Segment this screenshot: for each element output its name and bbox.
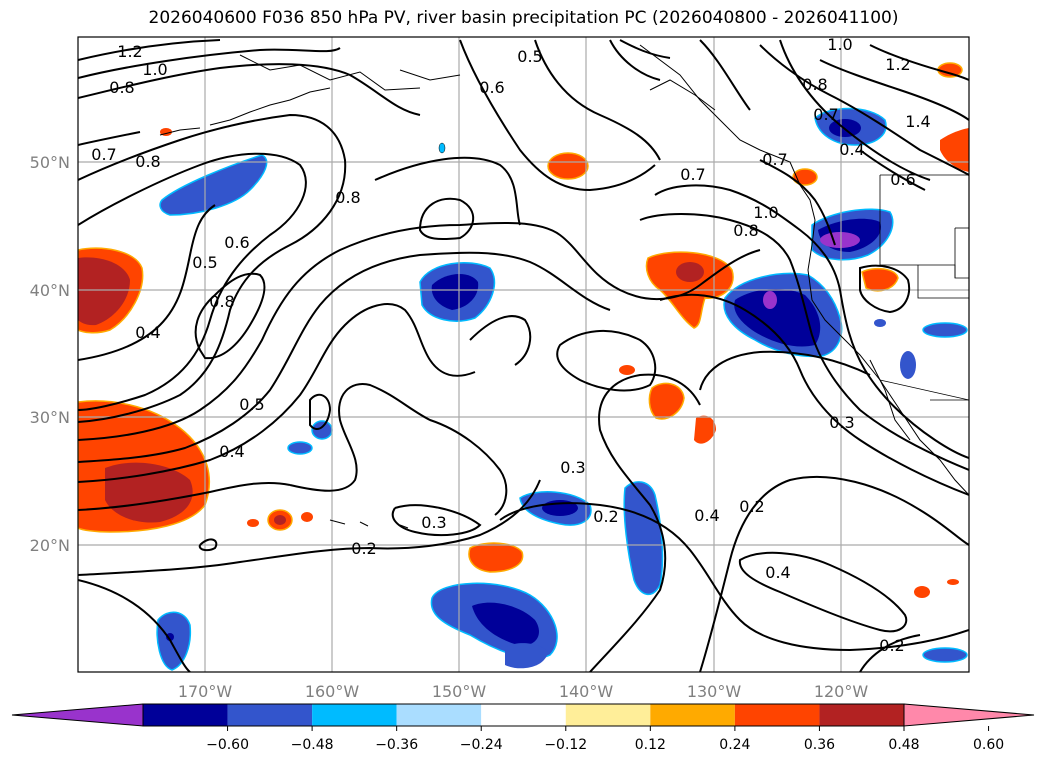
- latitude-labels: 50°N 40°N 30°N 20°N: [30, 153, 70, 555]
- contour-label: 0.2: [879, 636, 904, 655]
- contour-label: 0.7: [762, 150, 787, 169]
- colorbar-segment: [734, 704, 820, 726]
- contour-label: 1.0: [142, 60, 167, 79]
- contour-label: 0.7: [91, 145, 116, 164]
- colorbar-label: −0.36: [375, 737, 418, 753]
- contour-label: 0.3: [421, 513, 446, 532]
- colorbar-label: 0.12: [635, 737, 666, 753]
- colorbar-extend-low: [11, 703, 144, 727]
- borders: [879, 174, 969, 401]
- colorbar-segment: [227, 704, 313, 726]
- longitude-labels: 170°W 160°W 150°W 140°W 130°W 120°W: [178, 682, 869, 701]
- precip-negative-fills: [156, 107, 968, 671]
- contour-label: 0.6: [890, 170, 915, 189]
- lat-label: 40°N: [30, 281, 70, 300]
- colorbar-label: −0.60: [206, 737, 249, 753]
- colorbar-label: 0.24: [719, 737, 750, 753]
- contour-label: 0.2: [351, 539, 376, 558]
- contour-label: 0.7: [680, 165, 705, 184]
- contour-label: 0.2: [739, 497, 764, 516]
- contour-label: 1.4: [905, 112, 930, 131]
- contour-label: 1.2: [885, 55, 910, 74]
- contour-label: 0.3: [829, 413, 854, 432]
- colorbar: −0.60 −0.48 −0.36 −0.24 −0.12 0.12 0.24 0.36 0.4…: [11, 703, 1035, 753]
- map-frame: [77, 36, 970, 673]
- contour-label: 0.4: [135, 323, 160, 342]
- contour-label: 0.3: [560, 458, 585, 477]
- colorbar-segment: [481, 704, 566, 726]
- contour-label: 0.8: [802, 75, 827, 94]
- colorbar-segment: [312, 704, 397, 726]
- contour-label: 0.5: [239, 395, 264, 414]
- map-area: 1.2 1.0 0.8 0.7 0.8 0.5 0.6 0.6 0.5 0.8 …: [78, 35, 969, 672]
- colorbar-segment: [819, 704, 904, 726]
- lon-label: 160°W: [305, 682, 360, 701]
- lat-label: 50°N: [30, 153, 70, 172]
- lat-label: 20°N: [30, 536, 70, 555]
- contour-label: 0.8: [109, 78, 134, 97]
- contour-label: 0.4: [765, 563, 790, 582]
- map-title: 2026040600 F036 850 hPa PV, river basin …: [148, 8, 899, 28]
- graticule: [78, 37, 969, 672]
- contour-label: 0.5: [517, 47, 542, 66]
- colorbar-label: 0.36: [804, 737, 835, 753]
- colorbar-label: 0.60: [973, 737, 1004, 753]
- colorbar-outline: [142, 703, 905, 727]
- contour-label: 0.8: [135, 152, 160, 171]
- colorbar-label: −0.48: [291, 737, 334, 753]
- pv-contours: [78, 39, 969, 672]
- contour-label: 0.4: [694, 506, 719, 525]
- colorbar-segment: [650, 704, 735, 726]
- contour-labels: 1.2 1.0 0.8 0.7 0.8 0.5 0.6 0.6 0.5 0.8 …: [91, 35, 930, 655]
- colorbar-label: 0.48: [888, 737, 919, 753]
- lon-label: 120°W: [814, 682, 869, 701]
- lon-label: 130°W: [687, 682, 742, 701]
- lon-label: 150°W: [432, 682, 487, 701]
- contour-label: 0.4: [219, 442, 244, 461]
- contour-label: 0.8: [335, 188, 360, 207]
- colorbar-label: −0.12: [544, 737, 587, 753]
- lat-label: 30°N: [30, 408, 70, 427]
- contour-label: 0.2: [593, 507, 618, 526]
- contour-label: 1.2: [117, 42, 142, 61]
- contour-label: 0.4: [839, 140, 864, 159]
- colorbar-segment: [396, 704, 482, 726]
- contour-label: 1.0: [827, 35, 852, 54]
- colorbar-extend-high: [903, 703, 1035, 727]
- colorbar-segment: [565, 704, 651, 726]
- contour-label: 0.8: [733, 221, 758, 240]
- contour-label: 0.5: [192, 253, 217, 272]
- lon-label: 140°W: [559, 682, 614, 701]
- contour-label: 0.6: [479, 78, 504, 97]
- contour-label: 0.8: [209, 292, 234, 311]
- contour-label: 1.0: [753, 203, 778, 222]
- colorbar-label: −0.24: [460, 737, 503, 753]
- lon-label: 170°W: [178, 682, 233, 701]
- contour-label: 0.7: [813, 105, 838, 124]
- contour-label: 0.6: [224, 233, 249, 252]
- coastlines: [159, 44, 969, 529]
- colorbar-segment: [143, 704, 228, 726]
